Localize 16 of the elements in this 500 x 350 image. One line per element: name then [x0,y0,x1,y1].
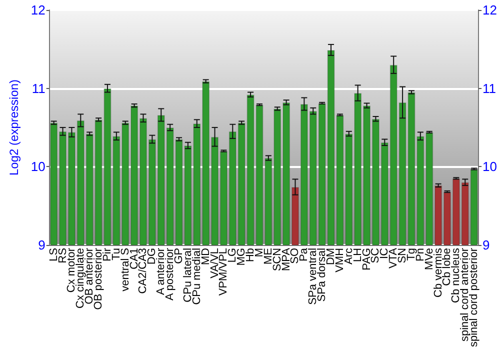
x-tick-label: A posterior [164,248,176,301]
x-tick-label: SCN [271,248,284,272]
y2-tick-label: 11 [482,80,496,96]
y-tick-label: 10 [30,159,46,174]
y2-tick-label: 10 [482,159,498,174]
y2-tick-label: 9 [482,237,490,252]
y-tick-label: 9 [38,237,46,252]
y2-tick-label: 12 [482,2,498,18]
x-tick-label: spinal cord posterior [468,248,480,348]
x-tick-label: MVe [423,248,436,270]
y-axis-title: Log2 (expression) [7,79,21,176]
y-tick-label: 12 [30,2,46,18]
x-tick-label: CPu medial [190,248,203,305]
x-tick-label: M [253,248,266,258]
x-tick-label: Tg [405,248,418,261]
y-tick-label: 11 [32,80,46,96]
